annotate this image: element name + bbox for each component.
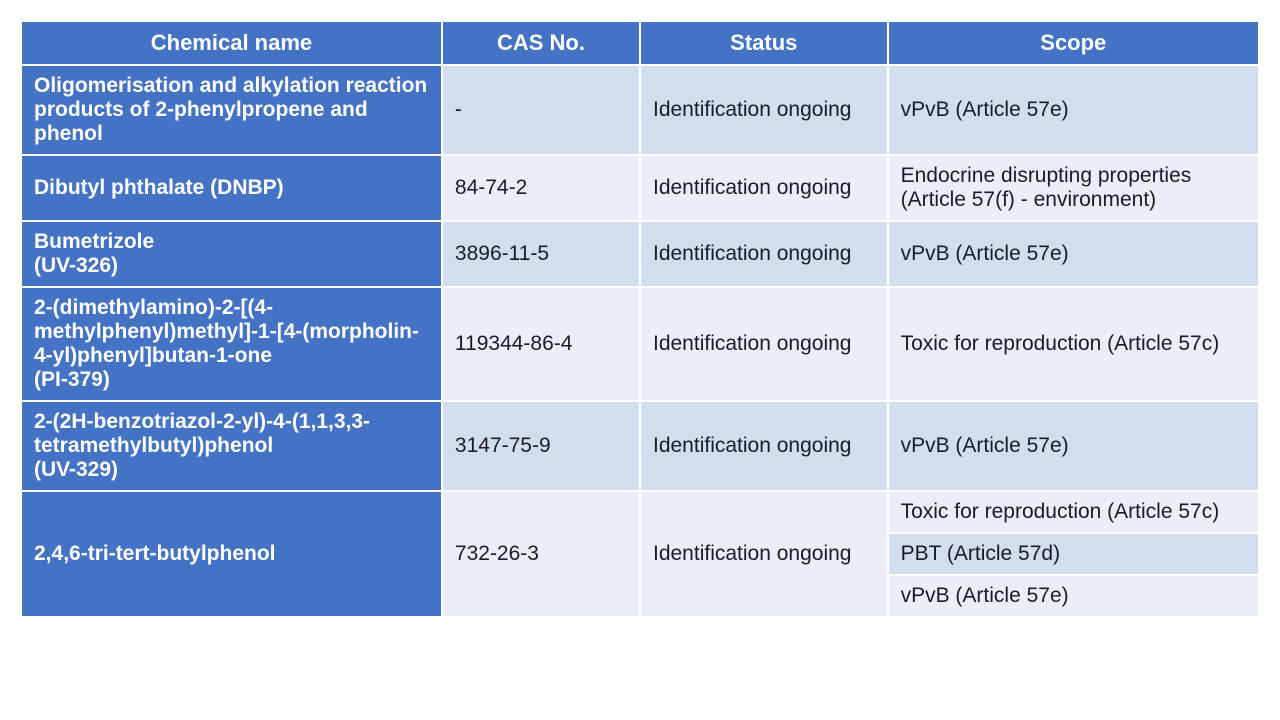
- cell-cas-no: 732-26-3: [442, 491, 640, 617]
- cell-status: Identification ongoing: [640, 401, 888, 491]
- cell-chemical-name: Dibutyl phthalate (DNBP): [21, 155, 442, 221]
- cell-scope: vPvB (Article 57e): [888, 65, 1259, 155]
- cell-status: Identification ongoing: [640, 65, 888, 155]
- table-row: 2-(dimethylamino)-2-[(4-methylphenyl)met…: [21, 287, 1259, 401]
- cell-scope: vPvB (Article 57e): [888, 575, 1259, 617]
- cell-chemical-name: 2-(2H-benzotriazol-2-yl)-4-(1,1,3,3-tetr…: [21, 401, 442, 491]
- col-header-name: Chemical name: [21, 21, 442, 65]
- cell-chemical-name: 2,4,6-tri-tert-butylphenol: [21, 491, 442, 617]
- cell-chemical-name: Oligomerisation and alkylation reaction …: [21, 65, 442, 155]
- table-row: 2-(2H-benzotriazol-2-yl)-4-(1,1,3,3-tetr…: [21, 401, 1259, 491]
- cell-scope: vPvB (Article 57e): [888, 221, 1259, 287]
- cell-cas-no: 119344-86-4: [442, 287, 640, 401]
- col-header-scope: Scope: [888, 21, 1259, 65]
- chemicals-table: Chemical name CAS No. Status Scope Oligo…: [20, 20, 1260, 618]
- cell-status: Identification ongoing: [640, 287, 888, 401]
- cell-chemical-name: 2-(dimethylamino)-2-[(4-methylphenyl)met…: [21, 287, 442, 401]
- table-row: 2,4,6-tri-tert-butylphenol732-26-3Identi…: [21, 491, 1259, 533]
- cell-scope: Endocrine disrupting properties (Article…: [888, 155, 1259, 221]
- cell-cas-no: -: [442, 65, 640, 155]
- cell-status: Identification ongoing: [640, 221, 888, 287]
- cell-chemical-name: Bumetrizole (UV-326): [21, 221, 442, 287]
- table-row: Dibutyl phthalate (DNBP)84-74-2Identific…: [21, 155, 1259, 221]
- table-body: Oligomerisation and alkylation reaction …: [21, 65, 1259, 617]
- cell-scope: PBT (Article 57d): [888, 533, 1259, 575]
- cell-status: Identification ongoing: [640, 491, 888, 617]
- table-row: Oligomerisation and alkylation reaction …: [21, 65, 1259, 155]
- col-header-status: Status: [640, 21, 888, 65]
- cell-cas-no: 3896-11-5: [442, 221, 640, 287]
- table-header: Chemical name CAS No. Status Scope: [21, 21, 1259, 65]
- cell-status: Identification ongoing: [640, 155, 888, 221]
- cell-scope: Toxic for reproduction (Article 57c): [888, 491, 1259, 533]
- cell-cas-no: 84-74-2: [442, 155, 640, 221]
- table-row: Bumetrizole (UV-326)3896-11-5Identificat…: [21, 221, 1259, 287]
- cell-scope: vPvB (Article 57e): [888, 401, 1259, 491]
- col-header-cas: CAS No.: [442, 21, 640, 65]
- cell-scope: Toxic for reproduction (Article 57c): [888, 287, 1259, 401]
- cell-cas-no: 3147-75-9: [442, 401, 640, 491]
